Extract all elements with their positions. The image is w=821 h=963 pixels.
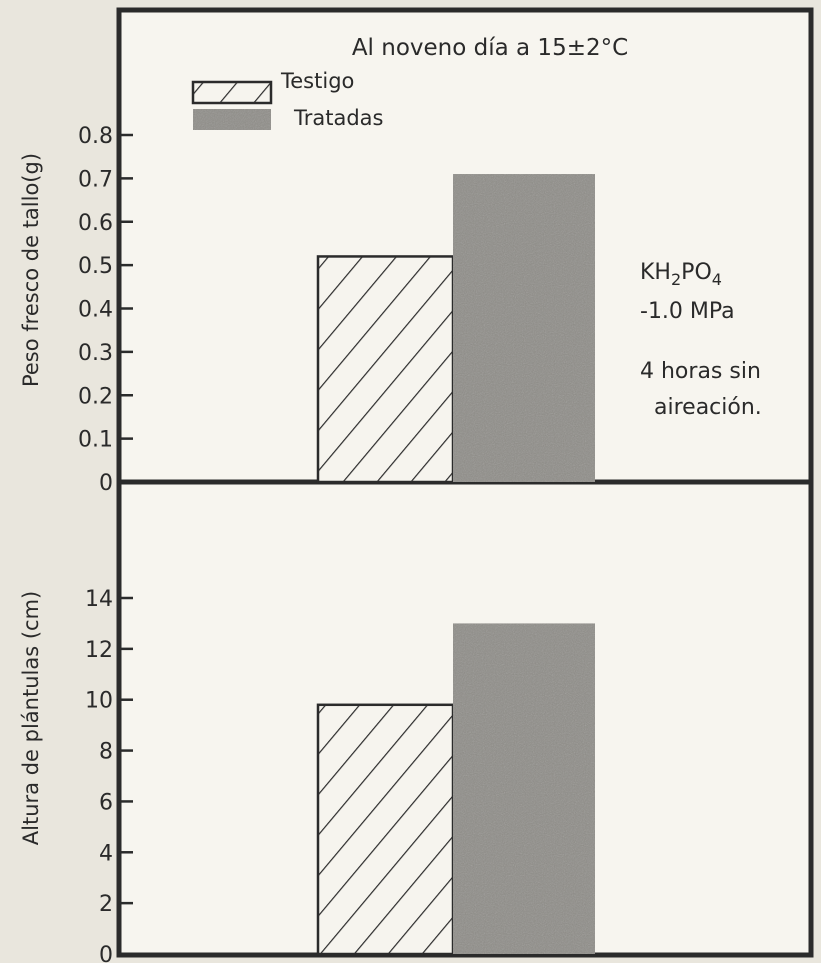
legend-swatch-tratadas bbox=[193, 109, 271, 130]
bar-altura-tratadas bbox=[453, 623, 595, 954]
ytick-label-altura-5: 10 bbox=[85, 689, 113, 714]
ytick-label-altura-7: 14 bbox=[85, 587, 113, 612]
annotation-aeration-2: aireación. bbox=[654, 395, 762, 420]
bar-altura-testigo bbox=[316, 703, 455, 956]
compound-sub-4: 4 bbox=[712, 270, 722, 289]
ytick-label-altura-6: 12 bbox=[85, 638, 113, 663]
annotation-aeration-1: 4 horas sin bbox=[640, 359, 761, 384]
ytick-label-peso-2: 0.2 bbox=[78, 384, 113, 409]
annotation-pressure: -1.0 MPa bbox=[640, 299, 735, 324]
legend-label-testigo: Testigo bbox=[280, 69, 354, 93]
legend-label-tratadas: Tratadas bbox=[293, 106, 384, 130]
ylabel-altura: Altura de plántulas (cm) bbox=[19, 591, 43, 845]
ytick-label-peso-4: 0.4 bbox=[78, 298, 113, 323]
ytick-label-altura-2: 4 bbox=[99, 841, 113, 866]
ytick-label-peso-1: 0.1 bbox=[78, 428, 113, 453]
legend: Testigo Tratadas bbox=[191, 69, 384, 130]
ytick-label-altura-0: 0 bbox=[99, 943, 113, 963]
ytick-label-peso-7: 0.7 bbox=[78, 167, 113, 192]
bar-peso-tratadas bbox=[453, 174, 595, 482]
figure-title: Al noveno día a 15±2°C bbox=[352, 35, 628, 61]
ytick-label-peso-0: 0 bbox=[99, 471, 113, 496]
annotation-compound: KH2PO4 bbox=[640, 260, 722, 289]
legend-swatch-testigo bbox=[191, 80, 273, 105]
ytick-label-peso-5: 0.5 bbox=[78, 254, 113, 279]
compound-po: PO bbox=[681, 260, 712, 285]
ytick-label-altura-3: 6 bbox=[99, 790, 113, 815]
ylabel-peso: Peso fresco de tallo(g) bbox=[19, 153, 43, 387]
compound-sub-2: 2 bbox=[671, 270, 681, 289]
ytick-label-peso-8: 0.8 bbox=[78, 124, 113, 149]
bar-peso-testigo bbox=[316, 255, 455, 484]
compound-k: KH bbox=[640, 260, 671, 285]
ytick-label-peso-6: 0.6 bbox=[78, 211, 113, 236]
ytick-label-altura-4: 8 bbox=[99, 740, 113, 765]
chart-peso-fresco: 0 0.1 0.2 0.3 0.4 0.5 0.6 0.7 0.8 Peso fresco de … bbox=[19, 124, 595, 496]
annotations: KH2PO4 -1.0 MPa 4 horas sin aireación. bbox=[640, 260, 762, 420]
ytick-label-altura-1: 2 bbox=[99, 892, 113, 917]
chart-altura: 0 2 4 6 8 10 12 14 Altura de plántulas (cm) bbox=[19, 587, 595, 963]
ytick-label-peso-3: 0.3 bbox=[78, 341, 113, 366]
